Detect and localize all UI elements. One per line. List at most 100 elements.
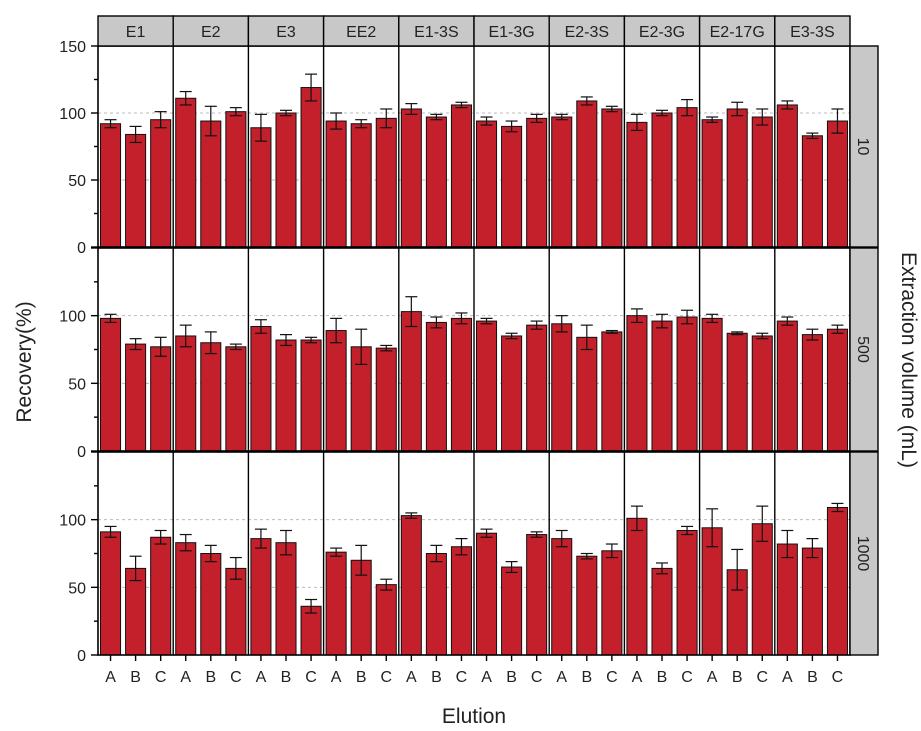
bar [826,328,848,452]
bar [701,317,723,452]
bar [175,542,197,656]
x-tick-label: A [632,669,643,686]
bar [551,323,573,452]
bar [225,111,247,248]
bar [275,112,297,248]
column-strip [774,15,851,47]
bar [125,343,147,452]
bar [801,334,823,452]
bar [300,87,322,248]
bar [701,119,723,248]
right-axis-title: Extraction volume (mL) [897,252,920,468]
bar [225,346,247,452]
bar [826,506,848,656]
y-axis-title: Recovery(%) [13,301,36,422]
bar [526,534,548,656]
column-strip-label: E3-3S [790,24,834,41]
x-tick-label: B [657,669,668,686]
x-tick-label: C [681,669,693,686]
row-strip [849,247,879,452]
bar [400,515,422,656]
bar [601,331,623,452]
bar [801,547,823,656]
x-tick-label: A [256,669,267,686]
column-strip-label: EE2 [346,24,376,41]
bar [751,116,773,248]
y-tick-label: 50 [68,173,86,190]
bar [450,317,472,452]
bar [576,555,598,656]
x-tick-label: C [531,669,543,686]
column-strip [548,15,626,47]
x-tick-label: C [155,669,167,686]
bar [626,517,648,656]
bar [275,339,297,452]
column-strip-label: E2-3S [565,24,609,41]
bar [476,320,498,452]
bar [676,316,698,452]
bar [501,125,523,248]
bar [651,567,673,656]
x-tick-label: B [281,669,292,686]
y-tick-label: 0 [77,648,86,665]
x-tick-label: B [431,669,442,686]
bar [325,551,347,656]
bar [776,543,798,656]
bar [726,332,748,452]
bar [125,567,147,656]
column-strip [97,15,174,47]
bar [626,315,648,452]
bar [576,100,598,248]
x-tick-label: C [606,669,618,686]
y-tick-label: 150 [59,39,86,56]
bar [526,117,548,248]
x-tick-label: A [556,669,567,686]
bar [476,532,498,656]
column-strip [398,15,475,47]
x-tick-label: C [456,669,468,686]
bar [200,553,222,656]
bar [150,119,172,248]
column-strip-label: E2 [201,24,221,41]
bar [350,123,372,248]
y-tick-label: 100 [59,513,86,530]
x-tick-label: B [356,669,367,686]
column-strip-label: E2-17G [710,24,765,41]
x-tick-label: C [230,669,242,686]
row-strip-label: 1000 [854,536,871,572]
bar [601,550,623,656]
bar [450,546,472,656]
bar [250,325,272,452]
x-tick-label: B [130,669,141,686]
bar [726,108,748,248]
gridlines [98,112,850,588]
x-axis-title: Elution [442,705,506,728]
bar [425,116,447,248]
bar [551,116,573,248]
x-tick-label: C [380,669,392,686]
bar [250,538,272,656]
bar [150,346,172,452]
column-strip [322,15,400,47]
bar [225,567,247,656]
bar [501,335,523,452]
bar [425,321,447,452]
x-tick-label: C [756,669,768,686]
bar [576,336,598,452]
column-strip-label: E1-3S [414,24,458,41]
bar [676,529,698,656]
x-tick-label: A [180,669,191,686]
bar [651,320,673,452]
bar [651,112,673,248]
x-tick-label: B [732,669,743,686]
row-strip [849,451,879,656]
bar [175,97,197,248]
bar [100,531,122,656]
y-tick-label: 50 [68,580,86,597]
row-strip-label: 10 [854,138,871,156]
bar [100,123,122,248]
bar [150,536,172,656]
column-strip-label: E1 [126,24,146,41]
bar [501,566,523,656]
